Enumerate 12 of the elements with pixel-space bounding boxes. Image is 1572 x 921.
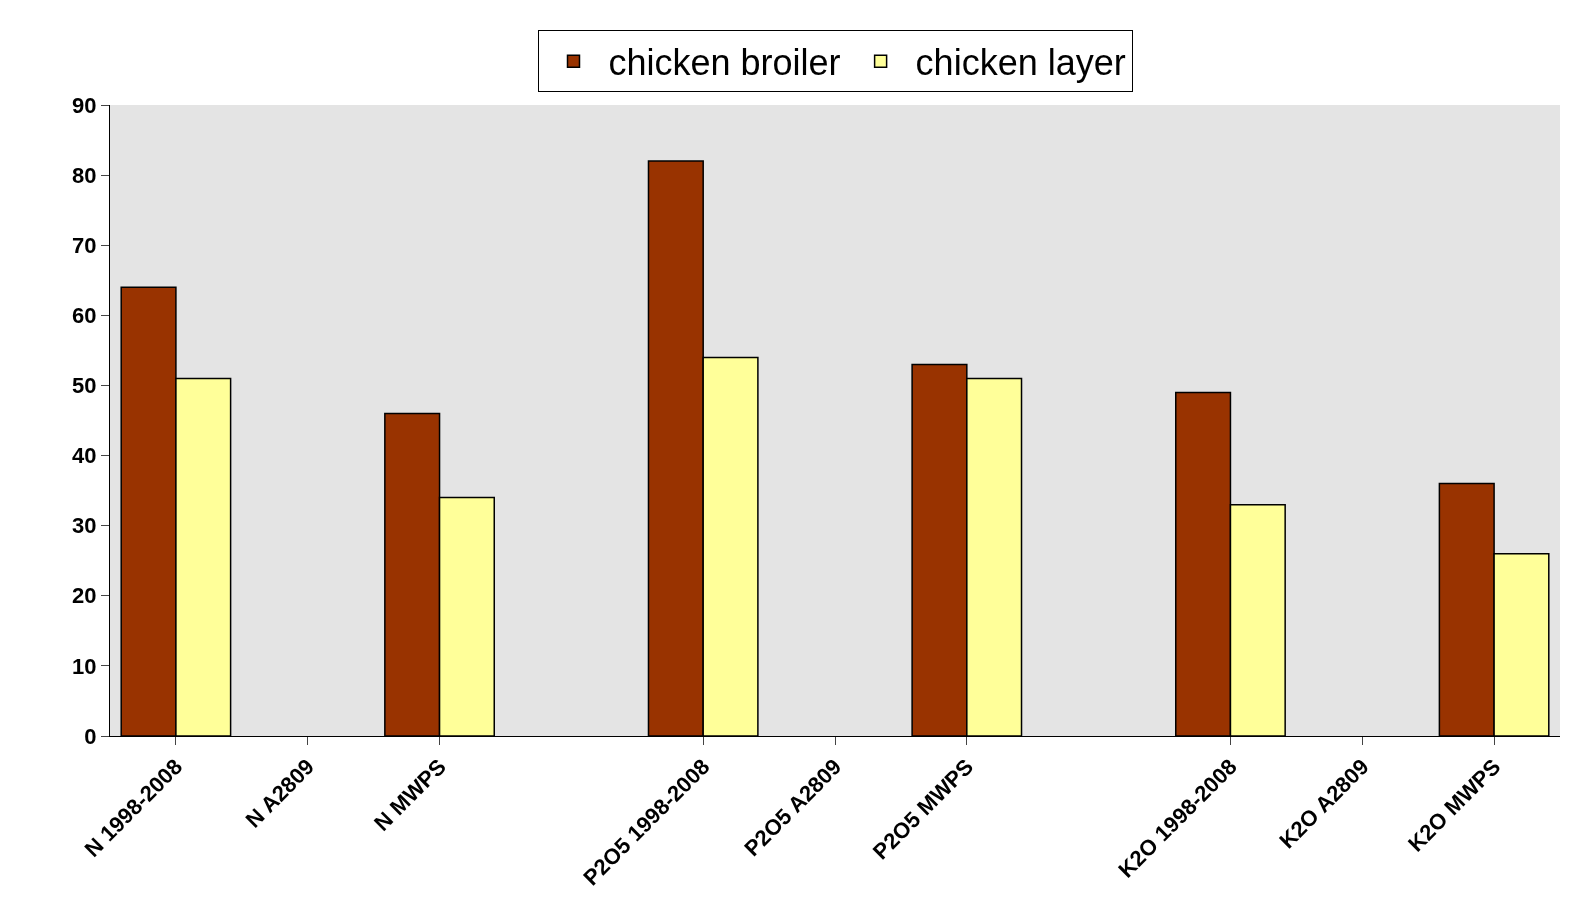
y-tick-label: 80: [72, 162, 97, 188]
y-tick-label: 70: [72, 232, 97, 258]
y-tick-label: 50: [72, 373, 97, 399]
y-tick-label: 90: [72, 92, 97, 118]
y-tick-label: 20: [72, 583, 97, 609]
legend-label: chicken broiler: [608, 42, 841, 84]
y-tick-label: 0: [84, 723, 97, 749]
y-tick-label: 60: [72, 303, 97, 329]
y-tick-label: 10: [72, 653, 97, 679]
y-tick-label: 40: [72, 443, 97, 469]
legend-label: chicken layer: [915, 42, 1126, 84]
y-tick-label: 30: [72, 513, 97, 539]
